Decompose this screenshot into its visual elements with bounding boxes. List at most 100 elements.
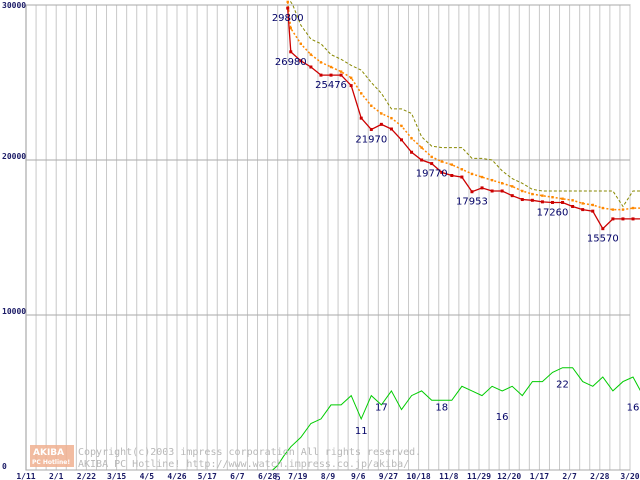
point-lowest-price [299, 59, 303, 63]
series-line-highest-price [288, 0, 640, 208]
point-lowest-price [369, 127, 373, 131]
chart-series [272, 0, 640, 471]
point-lowest-price [611, 217, 615, 221]
point-average-price [450, 163, 454, 166]
point-average-price [319, 61, 323, 64]
x-tick-label: 4/26 [167, 472, 186, 480]
data-label: 16 [627, 403, 640, 414]
x-tick-label: 3/15 [107, 472, 126, 480]
point-average-price [420, 146, 423, 149]
x-tick-label: 2/1 [49, 472, 64, 480]
point-average-price [551, 196, 554, 199]
data-label: 22 [556, 379, 569, 390]
point-average-price [390, 116, 393, 120]
x-tick-label: 6/28 [258, 472, 277, 480]
point-lowest-price [561, 200, 565, 204]
data-label: 19770 [416, 169, 448, 180]
data-label: 16 [496, 412, 509, 423]
x-tick-label: 2/28 [590, 472, 609, 480]
point-lowest-price [480, 186, 484, 190]
point-average-price [440, 160, 443, 163]
x-tick-label: 1/11 [16, 472, 35, 480]
point-average-price [521, 189, 524, 193]
point-lowest-price [399, 138, 403, 142]
point-average-price [430, 155, 433, 159]
point-lowest-price [450, 174, 454, 177]
point-lowest-price [571, 205, 575, 208]
point-average-price [329, 65, 333, 69]
point-average-price [286, 0, 289, 4]
point-average-price [571, 199, 574, 202]
point-lowest-price [601, 227, 605, 231]
x-tick-label: 7/19 [288, 472, 307, 480]
point-lowest-price [510, 194, 514, 198]
point-lowest-price [329, 73, 333, 77]
data-label: 17953 [456, 197, 488, 208]
point-average-price [289, 27, 292, 30]
x-tick-label: 8/9 [321, 472, 336, 480]
site-url-line: AKIBA PC Hotline! http://www.watch.impre… [78, 459, 409, 470]
x-tick-label: 5/17 [198, 472, 217, 480]
point-average-price [339, 70, 343, 73]
data-label: 17 [375, 403, 388, 414]
x-tick-label: 4/5 [140, 472, 155, 480]
series-line-shop-count [272, 367, 640, 471]
chart-grid [25, 4, 631, 471]
data-label: 26980 [275, 57, 307, 68]
x-tick-label: 9/6 [351, 472, 366, 480]
point-lowest-price [440, 170, 444, 174]
point-average-price [500, 182, 504, 185]
logo-text-top: AKIBA [33, 448, 64, 458]
point-lowest-price [500, 189, 504, 193]
data-label: 18 [435, 403, 448, 414]
point-average-price [360, 92, 363, 95]
x-tick-label: 3/20 [620, 472, 639, 480]
data-label: 17260 [537, 207, 569, 218]
point-lowest-price [540, 200, 544, 204]
point-lowest-price [289, 50, 293, 54]
point-average-price [370, 104, 373, 107]
point-average-price [621, 208, 625, 211]
x-tick-label: 2/7 [562, 472, 577, 480]
point-lowest-price [591, 209, 595, 213]
x-tick-label: 1/17 [530, 472, 549, 480]
data-label: 15570 [587, 234, 619, 245]
point-average-price [400, 124, 403, 128]
point-average-price [349, 76, 353, 80]
logo-box [30, 445, 74, 467]
x-tick-label: 9/27 [379, 472, 398, 480]
point-average-price [470, 172, 474, 176]
point-lowest-price [530, 198, 534, 202]
data-label: 21970 [355, 134, 387, 145]
data-label: 5 [274, 472, 280, 480]
point-lowest-price [581, 208, 585, 212]
data-label: 25476 [315, 80, 347, 91]
x-tick-label: 11/8 [439, 472, 458, 480]
copyright-line: Copyright(c)2003 impress corporation All… [78, 447, 421, 458]
point-average-price [511, 185, 514, 188]
point-lowest-price [389, 127, 393, 131]
y-tick-label: 10000 [2, 307, 26, 316]
x-tick-label: 12/20 [497, 472, 521, 480]
point-lowest-price [621, 217, 625, 221]
point-average-price [309, 53, 313, 56]
point-average-price [490, 178, 494, 182]
x-tick-label: 6/7 [230, 472, 245, 480]
x-tick-label: 10/18 [407, 472, 431, 480]
point-lowest-price [460, 175, 464, 179]
copyright-watermark: AKIBA PC Hotline! Copyright(c)2003 impre… [30, 445, 421, 470]
point-lowest-price [430, 162, 434, 166]
point-average-price [299, 42, 303, 45]
point-lowest-price [420, 158, 424, 162]
y-tick-label: 30000 [2, 1, 26, 10]
point-lowest-price [359, 116, 363, 120]
point-lowest-price [349, 84, 353, 88]
point-average-price [611, 208, 615, 211]
point-average-price [561, 197, 564, 200]
chart-data-labels: 29800 26980 25476 21970 19770 17953 17260 15570… [272, 13, 640, 480]
y-tick-label: 20000 [2, 152, 26, 161]
point-lowest-price [286, 6, 290, 10]
point-lowest-price [319, 73, 323, 77]
